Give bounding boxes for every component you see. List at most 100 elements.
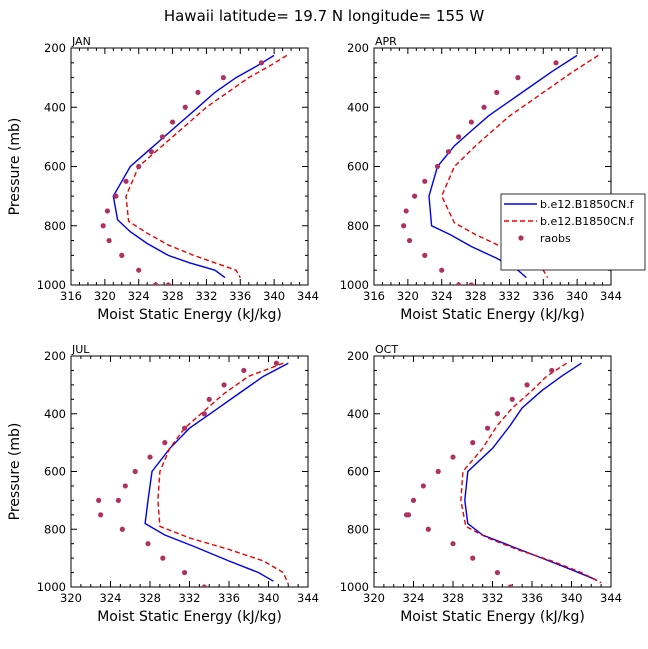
- y-axis-label: Pressure (mb): [7, 118, 23, 216]
- panels: 316 320 324 328 332 336 340 344 200 400 600 800 1000…: [7, 35, 646, 625]
- x-tick-label: 320: [397, 289, 419, 303]
- y-tick-label: 400: [44, 407, 66, 421]
- x-tick-label: 328: [442, 591, 464, 605]
- x-tick-label: 336: [229, 289, 251, 303]
- panel-jul: 320 324 328 332 336 340 344 200 400 600 800 1000 JUL…: [7, 343, 319, 625]
- raobs-marker: [119, 252, 125, 258]
- raobs-marker: [450, 454, 456, 460]
- x-tick-label: 328: [162, 289, 184, 303]
- raobs-marker: [119, 526, 125, 532]
- series-solid-line: [144, 362, 289, 582]
- plot-frame: [373, 355, 612, 588]
- panel-title: JAN: [71, 35, 91, 48]
- raobs-marker: [115, 497, 121, 503]
- panel-title: APR: [375, 35, 397, 48]
- x-tick-label: 336: [218, 591, 240, 605]
- x-tick-label: 332: [498, 289, 520, 303]
- raobs-marker: [113, 193, 119, 199]
- panel-title: OCT: [375, 343, 398, 356]
- y-tick-label: 200: [347, 349, 369, 363]
- x-axis-label: Moist Static Energy (kJ/kg): [97, 609, 282, 625]
- raobs-marker: [273, 360, 279, 366]
- x-tick-label: 340: [561, 591, 583, 605]
- raobs-marker: [195, 89, 201, 96]
- y-tick-label: 600: [44, 465, 66, 479]
- raobs-marker: [98, 512, 104, 518]
- raobs-marker: [401, 223, 407, 229]
- raobs-marker: [524, 382, 530, 388]
- raobs-marker: [136, 163, 142, 170]
- raobs-marker: [549, 367, 555, 374]
- figure-title: Hawaii latitude= 19.7 N longitude= 155 W: [164, 7, 484, 25]
- raobs-marker: [96, 497, 102, 503]
- legend-marker: [518, 235, 524, 241]
- raobs-marker: [410, 497, 417, 503]
- x-tick-label: 328: [465, 289, 487, 303]
- panel-jan: 316 320 324 328 332 336 340 344 200 400 600 800 1000…: [7, 35, 319, 323]
- legend: b.e12.B1850CN.f b.e12.B1850CN.f raobs: [500, 193, 646, 271]
- x-tick-label: 324: [128, 289, 150, 303]
- raobs-marker: [160, 555, 166, 561]
- raobs-marker: [258, 60, 265, 66]
- y-tick-label: 1000: [37, 278, 66, 292]
- x-axis-label: Moist Static Energy (kJ/kg): [400, 609, 585, 625]
- raobs-marker: [405, 512, 412, 518]
- y-axis-label: Pressure (mb): [7, 423, 23, 521]
- raobs-marker: [169, 119, 176, 125]
- y-tick-label: 400: [44, 100, 66, 114]
- raobs-marker: [456, 282, 462, 285]
- y-tick-label: 200: [44, 349, 66, 363]
- raobs-marker: [507, 584, 513, 587]
- y-tick-label: 200: [44, 41, 66, 55]
- raobs-marker: [220, 75, 226, 81]
- raobs-marker: [182, 104, 188, 110]
- raobs-marker: [515, 75, 521, 81]
- x-tick-label: 344: [600, 591, 622, 605]
- x-tick-label: 328: [139, 591, 161, 605]
- data-layer: [96, 360, 289, 587]
- raobs-marker: [159, 134, 166, 140]
- x-tick-label: 316: [60, 289, 82, 303]
- raobs-marker: [123, 178, 129, 184]
- y-tick-label: 1000: [340, 278, 369, 292]
- raobs-marker: [494, 89, 500, 96]
- y-tick-label: 600: [347, 160, 369, 174]
- x-tick-label: 336: [521, 591, 543, 605]
- raobs-marker: [468, 282, 474, 285]
- raobs-marker: [181, 425, 188, 431]
- raobs-marker: [422, 252, 428, 258]
- raobs-marker: [148, 149, 155, 155]
- y-tick-label: 800: [347, 219, 369, 233]
- legend-label: raobs: [540, 232, 571, 245]
- x-axis-label: Moist Static Energy (kJ/kg): [97, 307, 282, 323]
- x-tick-label: 320: [363, 591, 385, 605]
- raobs-marker: [147, 454, 153, 460]
- raobs-marker: [468, 119, 474, 125]
- data-layer: [100, 54, 288, 285]
- plot-frame: [70, 47, 309, 286]
- raobs-marker: [450, 541, 456, 547]
- raobs-marker: [434, 163, 441, 170]
- y-tick-label: 600: [44, 160, 66, 174]
- y-tick-label: 800: [44, 522, 66, 536]
- raobs-marker: [145, 541, 151, 547]
- panel-title: JUL: [71, 343, 90, 356]
- x-tick-label: 324: [403, 591, 425, 605]
- raobs-marker: [181, 569, 188, 576]
- raobs-marker: [439, 267, 445, 273]
- x-tick-label: 324: [100, 591, 122, 605]
- raobs-marker: [509, 396, 515, 402]
- y-tick-label: 600: [347, 465, 369, 479]
- x-tick-label: 344: [297, 289, 319, 303]
- raobs-marker: [100, 223, 106, 229]
- raobs-marker: [435, 468, 441, 475]
- panel-oct: 320 324 328 332 336 340 344 200 400 600 800 1000 OCT…: [340, 343, 622, 625]
- series-dashed-line: [157, 362, 289, 585]
- raobs-marker: [412, 193, 418, 199]
- plot-frame: [70, 355, 309, 588]
- x-tick-label: 340: [566, 289, 588, 303]
- series-dashed-line: [125, 54, 288, 278]
- y-tick-label: 800: [347, 522, 369, 536]
- raobs-marker: [153, 282, 159, 285]
- y-tick-label: 1000: [340, 580, 369, 594]
